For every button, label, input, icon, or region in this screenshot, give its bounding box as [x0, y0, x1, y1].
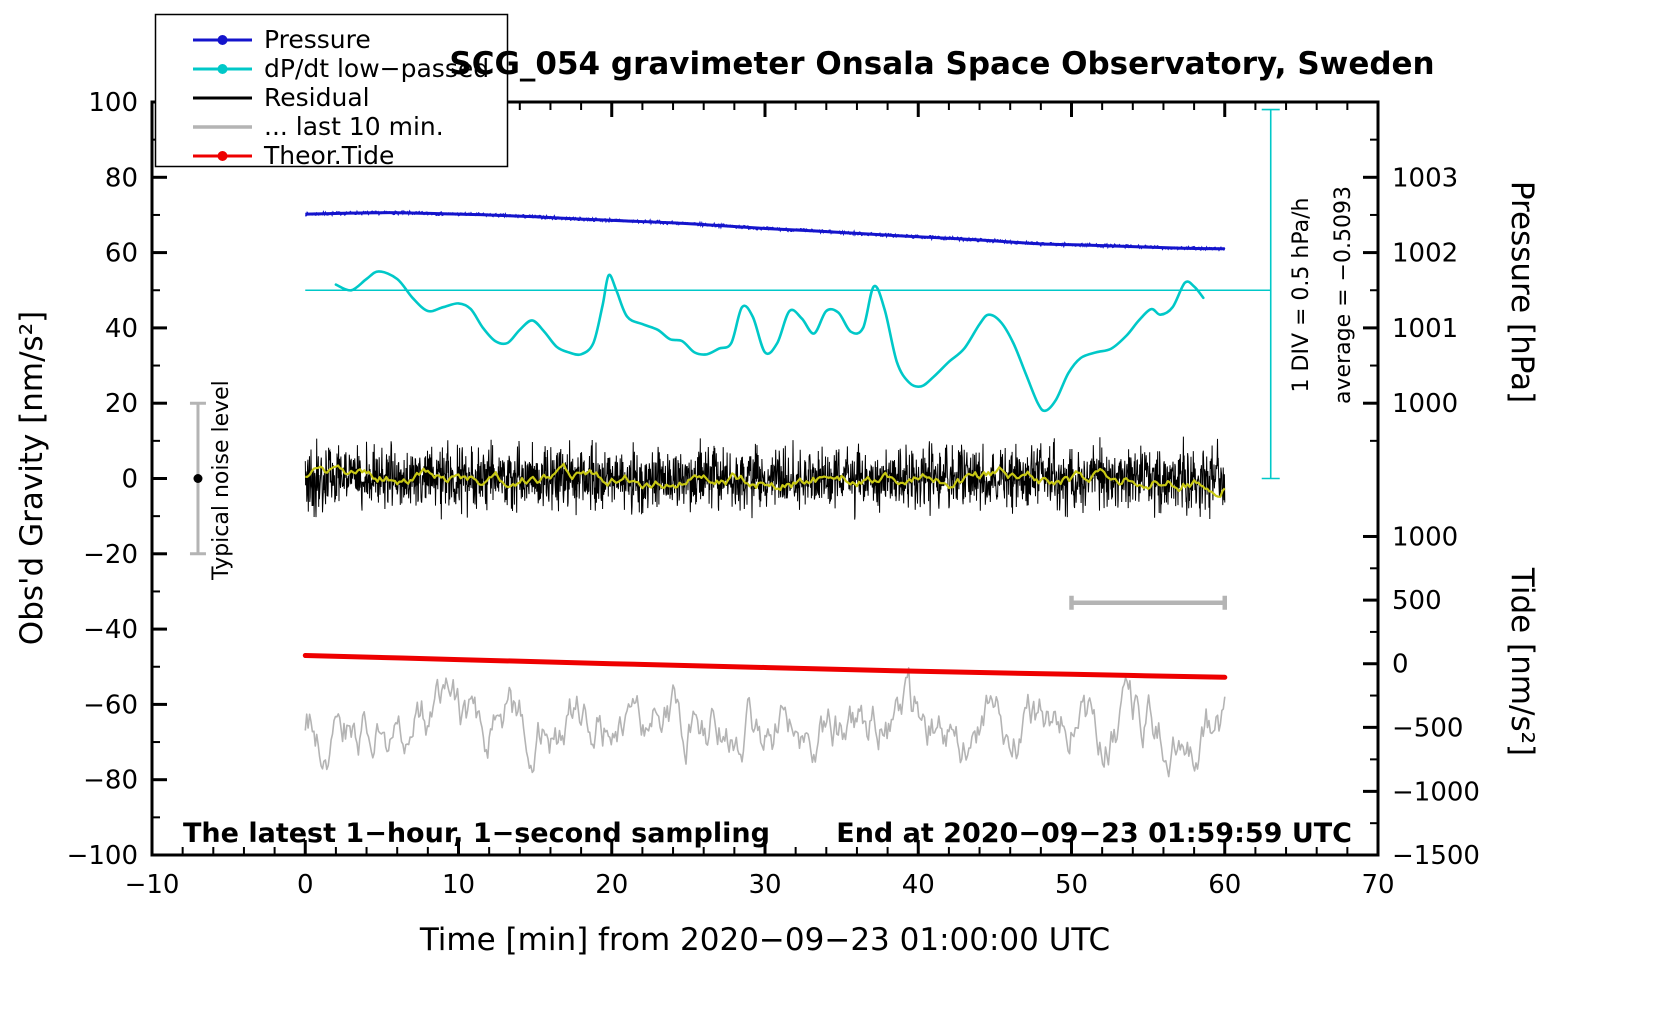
y-tick-label: 0	[121, 465, 138, 495]
legend-label-pressure: Pressure	[264, 25, 371, 54]
x-tick-label: 20	[595, 870, 628, 900]
x-tick-label: 30	[748, 870, 781, 900]
legend-entry-dpdt: dP/dt low−passed	[193, 54, 489, 83]
series-tide	[302, 653, 1228, 680]
pressure-tick-label: 1001	[1392, 314, 1458, 344]
legend-entry-pressure: Pressure	[193, 25, 371, 54]
y-axis-title-tide: Tide [nm/s²]	[1504, 567, 1540, 756]
noise-level-dot	[193, 474, 203, 483]
legend-dot-dpdt	[217, 64, 228, 74]
y-tick-label: −80	[83, 766, 138, 796]
div-scale-note: 1 DIV = 0.5 hPa/h	[1289, 198, 1314, 393]
y-tick-label: −20	[83, 540, 138, 570]
pressure-tick-label: 1000	[1392, 389, 1458, 419]
end-note: End at 2020−09−23 01:59:59 UTC	[836, 818, 1352, 849]
y-axis-title-pressure: Pressure [hPa]	[1504, 181, 1540, 403]
y-tick-label: 40	[105, 314, 138, 344]
legend-entry-residual: Residual	[193, 83, 370, 112]
tide-tick-label: 0	[1392, 650, 1409, 680]
y-tick-label: −40	[83, 615, 138, 645]
x-tick-label: 60	[1208, 870, 1241, 900]
tide-tick-label: −500	[1392, 713, 1463, 743]
sampling-note: The latest 1−hour, 1−second sampling	[183, 818, 770, 849]
pressure-tick-label: 1003	[1392, 163, 1458, 193]
y-tick-label: −60	[83, 690, 138, 720]
legend-entry-last10: ... last 10 min.	[193, 112, 444, 141]
series-dpdt	[334, 270, 1205, 413]
pressure-tick-label: 1002	[1392, 239, 1458, 269]
y-tick-label: 20	[105, 389, 138, 419]
average-note: average = −0.5093	[1331, 186, 1356, 404]
x-tick-label: 40	[902, 870, 935, 900]
series-pressure-core	[305, 211, 1225, 251]
tide-tick-label: −1500	[1392, 841, 1480, 871]
axes-layer: −10 0 10 20 30 40 50 60 70−100−80−60−40−20020406…	[67, 88, 1480, 900]
legend-dot-tide	[217, 151, 228, 161]
legend: Pressure dP/dt low−passed Residual ... l…	[154, 13, 509, 170]
legend-label-dpdt: dP/dt low−passed	[264, 54, 489, 83]
x-tick-label: −10	[125, 870, 180, 900]
y-tick-label: 100	[88, 88, 138, 118]
tide-tick-label: 500	[1392, 586, 1442, 616]
legend-dot-pressure	[217, 35, 228, 45]
y-tick-label: −100	[67, 841, 138, 871]
x-tick-label: 70	[1361, 870, 1394, 900]
legend-entry-tide: Theor.Tide	[193, 141, 394, 170]
series-pressure-scatter	[305, 209, 1226, 252]
legend-label-last10: ... last 10 min.	[264, 112, 444, 141]
tide-tick-label: 1000	[1392, 522, 1458, 552]
y-axis-title-gravity: Obs'd Gravity [nm/s²]	[14, 311, 50, 645]
x-tick-label: 0	[297, 870, 314, 900]
x-tick-label: 50	[1055, 870, 1088, 900]
tide-tick-label: −1000	[1392, 777, 1480, 807]
series-residual-lowpass	[305, 462, 1226, 498]
series-layer	[302, 209, 1228, 778]
y-tick-label: 60	[105, 239, 138, 269]
x-axis-title: Time [min] from 2020−09−23 01:00:00 UTC	[419, 922, 1110, 958]
x-tick-label: 10	[442, 870, 475, 900]
y-tick-label: 80	[105, 163, 138, 193]
series-residual	[304, 436, 1226, 520]
chart-title: SCG_054 gravimeter Onsala Space Observat…	[449, 46, 1434, 82]
legend-label-tide: Theor.Tide	[263, 141, 394, 170]
series-last10	[304, 667, 1226, 778]
reference-marks-layer	[189, 108, 1280, 610]
noise-level-label: Typical noise level	[209, 380, 234, 581]
legend-label-residual: Residual	[264, 83, 370, 112]
